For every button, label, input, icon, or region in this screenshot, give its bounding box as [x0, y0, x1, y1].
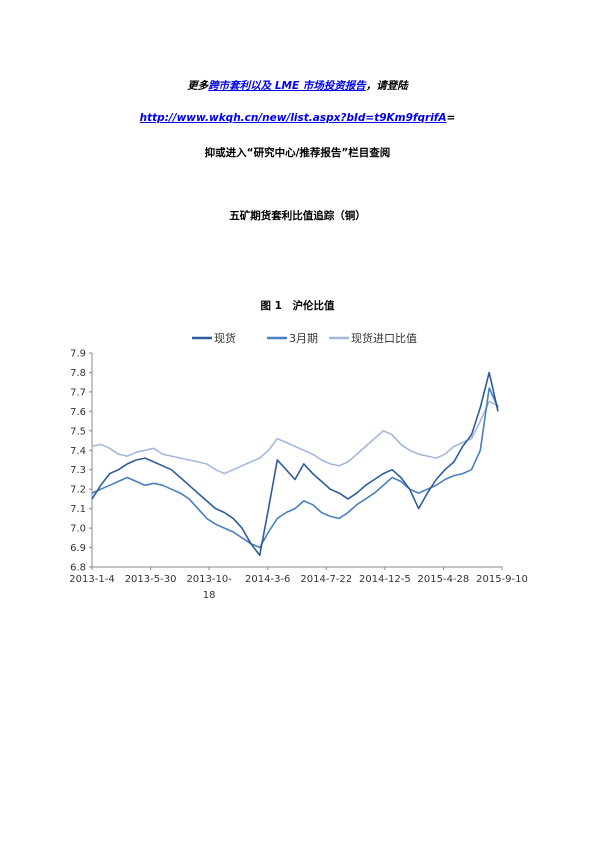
legend-label-0: 现货: [214, 331, 236, 345]
y-axis: 6.8 6.9 7.0 7.1 7.2 7.3 7.4 7.5 7.6 7.7 7.8 7.9: [70, 349, 93, 574]
legend: 现货 3月期 现货进口比值: [192, 331, 417, 345]
chart: 现货 3月期 现货进口比值 6.8 6.9 7.0 7.1 7.2 7.3 7.4 7.5 7.6 7…: [69, 331, 528, 601]
x-tick-label: 2015-9-10: [476, 574, 528, 585]
x-tick-label: 2015-4-28: [418, 574, 470, 585]
x-tick-label: 2013-10-18: [186, 574, 232, 601]
report-link[interactable]: 跨市套利以及 LME 市场投资报告: [208, 80, 366, 92]
header-line-1: 更多跨市套利以及 LME 市场投资报告，请登陆: [0, 78, 595, 93]
x-tick-label: 2014-12-5: [359, 574, 411, 585]
header-suffix: ，请登陆: [365, 80, 408, 92]
legend-label-2: 现货进口比值: [351, 331, 417, 345]
y-tick-label: 7.0: [70, 524, 86, 535]
series-line-0: [91, 371, 499, 557]
section-title: 五矿期货套利比值追踪（铜）: [229, 210, 366, 222]
y-tick-label: 7.2: [70, 485, 86, 496]
x-axis: 2013-1-4 2013-5-30 2013-10-18 2014-3-6 2014-…: [69, 566, 528, 601]
y-tick-label: 7.8: [70, 368, 86, 379]
x-tick-label: 2013-1-4: [69, 574, 114, 585]
plot-area: [91, 371, 499, 557]
y-tick-label: 7.7: [70, 387, 86, 398]
y-tick-label: 7.4: [70, 446, 86, 457]
y-tick-label: 7.1: [70, 504, 86, 515]
header-line-3: 抑或进入“研究中心/推荐报告”栏目查阅: [204, 147, 391, 159]
y-tick-label: 7.5: [70, 426, 86, 437]
url-suffix: =: [446, 112, 456, 124]
x-tick-label: 2013-5-30: [125, 574, 177, 585]
series-line-1: [91, 387, 499, 549]
series-line-2: [91, 400, 499, 475]
y-tick-label: 7.9: [70, 349, 86, 360]
y-tick-label: 6.9: [70, 543, 86, 554]
header-prefix: 更多: [187, 80, 209, 92]
x-tick-label: 2014-7-22: [300, 574, 352, 585]
figure-caption: 图 1 沪伦比值: [260, 300, 335, 312]
url-link[interactable]: http://www.wkqh.cn/new/list.aspx?bId=t9K…: [139, 112, 447, 124]
legend-label-1: 3月期: [289, 332, 318, 345]
y-tick-label: 6.8: [70, 563, 86, 574]
x-tick-label: 2014-3-6: [245, 574, 290, 585]
y-tick-label: 7.6: [70, 407, 86, 418]
header-line-2: http://www.wkqh.cn/new/list.aspx?bId=t9K…: [0, 112, 595, 124]
y-tick-label: 7.3: [70, 465, 86, 476]
